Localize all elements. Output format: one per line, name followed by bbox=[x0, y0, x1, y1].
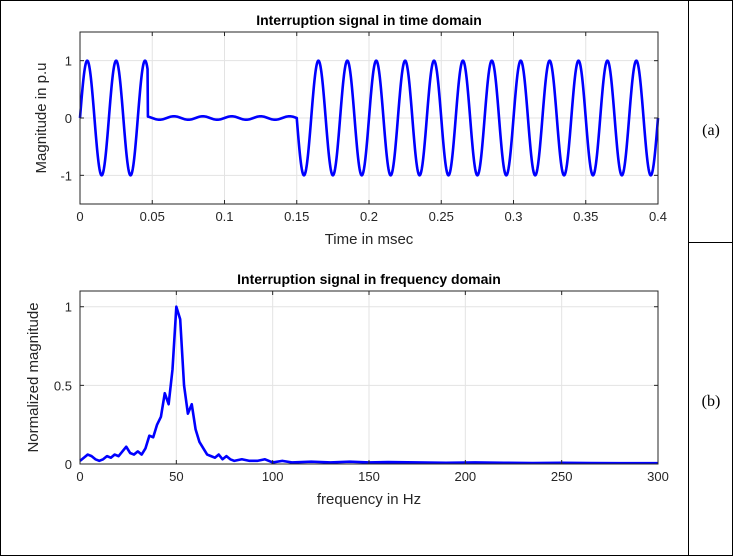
x-tick-label: 250 bbox=[551, 469, 573, 484]
y-tick-label: 1 bbox=[65, 54, 72, 69]
x-tick-label: 300 bbox=[647, 469, 669, 484]
y-tick-label: 0 bbox=[65, 111, 72, 126]
x-tick-label: 0.35 bbox=[573, 209, 598, 224]
y-tick-label: 0 bbox=[65, 457, 72, 472]
x-tick-label: 100 bbox=[262, 469, 284, 484]
x-tick-label: 0 bbox=[76, 209, 83, 224]
y-tick-label: 1 bbox=[65, 300, 72, 315]
y-tick-label: -1 bbox=[60, 168, 72, 183]
x-tick-label: 0.3 bbox=[504, 209, 522, 224]
x-tick-label: 150 bbox=[358, 469, 380, 484]
series-line bbox=[78, 59, 660, 177]
panel-label-b: (b) bbox=[702, 393, 721, 410]
chart-title: Interruption signal in frequency domain bbox=[237, 271, 501, 287]
x-tick-label: 0 bbox=[76, 469, 83, 484]
series-line bbox=[79, 305, 658, 465]
y-axis-label: Normalized magnitude bbox=[25, 302, 42, 452]
x-tick-label: 0.25 bbox=[429, 209, 454, 224]
x-tick-label: 0.1 bbox=[215, 209, 233, 224]
y-tick-label: 0.5 bbox=[54, 378, 72, 393]
x-axis-label: frequency in Hz bbox=[317, 491, 421, 508]
x-tick-label: 50 bbox=[169, 469, 183, 484]
x-tick-label: 0.15 bbox=[284, 209, 309, 224]
panel-label-a: (a) bbox=[702, 122, 720, 139]
y-axis-label: Magnitude in p.u bbox=[33, 63, 50, 174]
chart-title: Interruption signal in time domain bbox=[256, 12, 482, 28]
x-tick-label: 200 bbox=[454, 469, 476, 484]
x-tick-label: 0.4 bbox=[649, 209, 667, 224]
frequency-domain-chart: 0 50 100 150 200 250 300 1 0.5 0 Interruption sign… bbox=[25, 271, 669, 508]
time-domain-chart: 0 0.05 0.1 0.15 0.2 0.25 0.3 0.35 0.4 1 0 -1 Interru… bbox=[33, 12, 667, 248]
x-tick-label: 0.2 bbox=[360, 209, 378, 224]
x-axis-label: Time in msec bbox=[325, 231, 414, 248]
x-tick-label: 0.05 bbox=[140, 209, 165, 224]
